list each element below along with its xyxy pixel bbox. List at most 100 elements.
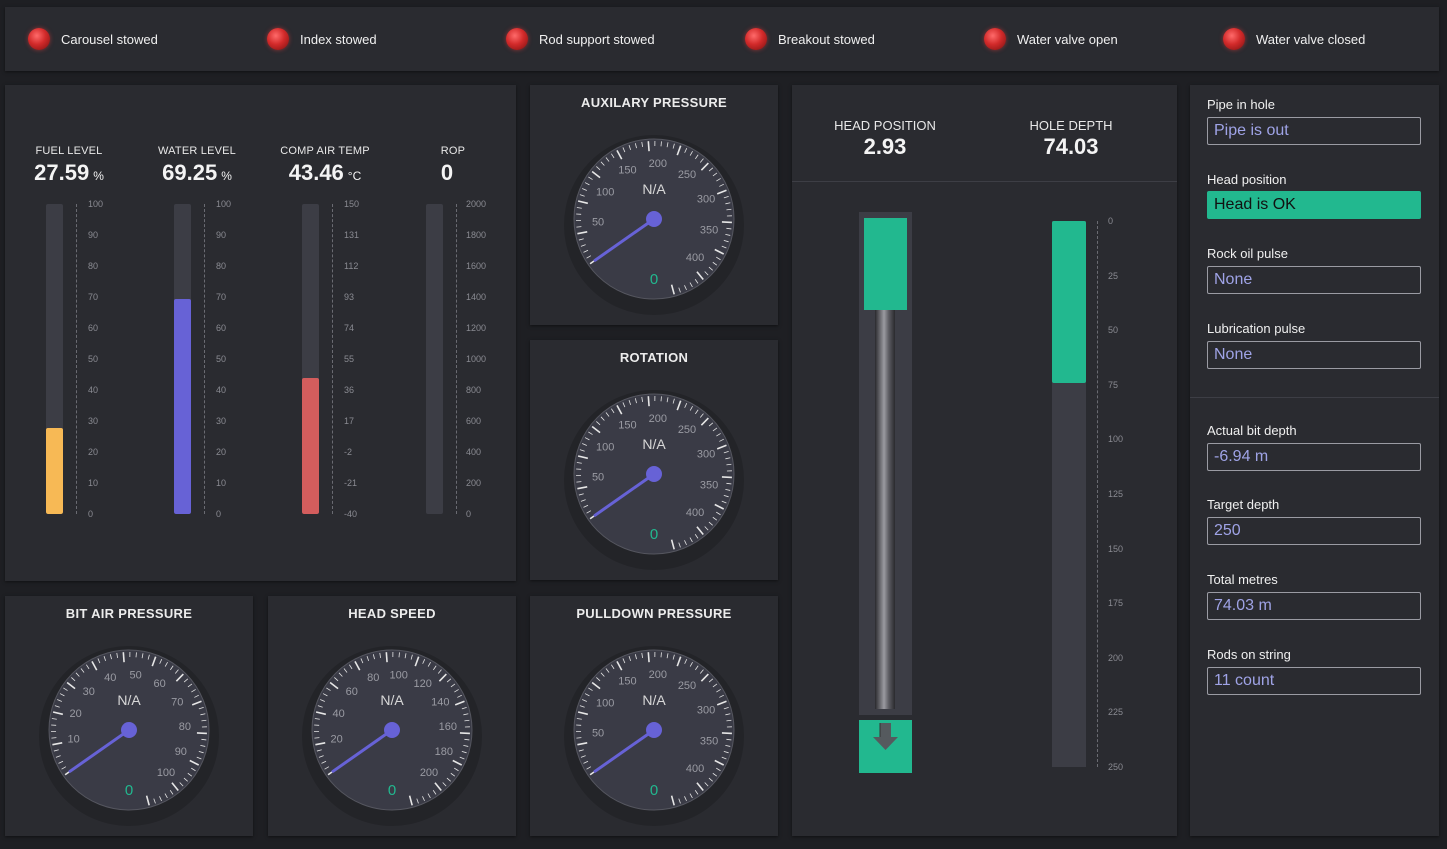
gauge-tick <box>628 144 632 150</box>
gauge-tick <box>586 766 592 770</box>
gauge-tick <box>461 707 467 710</box>
gauge-tick <box>174 669 179 674</box>
gauge-needle-hub <box>646 466 662 482</box>
tick-label: 70 <box>216 292 227 302</box>
gauge-tick <box>584 437 590 441</box>
gauge-tick <box>628 399 632 405</box>
gauge-scale-label: 140 <box>431 697 449 709</box>
status-led-icon <box>28 28 50 50</box>
gauge-tick <box>97 658 101 664</box>
gauge-tick <box>191 689 196 693</box>
gauge-tick <box>684 540 687 546</box>
gauge-tick <box>700 673 709 682</box>
gauge-scale-label: 120 <box>413 678 431 690</box>
gauge-tick <box>670 284 675 295</box>
gauge-tick <box>582 188 587 191</box>
gauge-tick <box>716 444 727 450</box>
gauge-tick <box>200 713 206 716</box>
gauge-scale-label: 50 <box>592 472 604 484</box>
gauge-tick <box>578 493 584 496</box>
gauge-scale-label: 180 <box>435 746 453 758</box>
gauge-tick <box>580 755 586 758</box>
gauge-tick <box>684 285 687 291</box>
tick-label: 1800 <box>466 230 487 240</box>
gauge-tick <box>714 248 725 255</box>
fuel-level-value: 27.59% <box>34 160 104 185</box>
gauge-tick <box>634 654 637 660</box>
tick-label: 80 <box>216 261 227 271</box>
gauge-tick <box>678 542 681 548</box>
gauge-tick <box>586 510 592 514</box>
gauge-tick <box>58 760 64 764</box>
gauge-tick <box>708 777 713 782</box>
levels-panel: FUEL LEVEL 27.59% 100 90 80 70 60 50 40 30 20 10 0… <box>5 85 516 581</box>
actual-bit-depth-field: -6.94 m <box>1207 443 1421 471</box>
gauge-tick <box>580 499 586 502</box>
gauge-scale-label: 80 <box>367 672 379 684</box>
tick-label: 70 <box>88 292 99 302</box>
rop-scale <box>456 204 459 514</box>
gauge-tick <box>628 655 632 661</box>
gauge-tick <box>678 287 681 293</box>
gauge-tick <box>422 796 425 802</box>
tick-label: -40 <box>344 509 358 519</box>
gauge-tick <box>672 654 675 660</box>
gauge-scale-label: 100 <box>596 186 614 198</box>
hole-depth-fill <box>1052 221 1086 383</box>
gauge-scale-label: 250 <box>678 169 696 181</box>
gauge-needle <box>593 728 656 773</box>
gauge-tick <box>725 202 731 205</box>
target-depth-field: 250 <box>1207 517 1421 545</box>
tick-label: 90 <box>216 230 227 240</box>
tick-label: 20 <box>216 447 227 457</box>
tick-label: 200 <box>1108 652 1124 663</box>
gauge-tick <box>151 656 157 667</box>
gauge-tick <box>605 412 610 417</box>
gauge-tick <box>583 249 589 253</box>
gauge-tick <box>201 719 207 722</box>
divider <box>1190 397 1439 398</box>
tick-label: 225 <box>1108 707 1124 718</box>
gauge-tick <box>726 719 732 722</box>
tick-label: 10 <box>88 478 99 488</box>
gauge-needle <box>593 472 656 517</box>
tick-label: 175 <box>1108 598 1124 609</box>
comp-air-temp-title: COMP AIR TEMP <box>280 145 370 157</box>
tick-label: 1000 <box>466 354 487 364</box>
gauge-tick <box>696 526 704 535</box>
gauge-scale-label: 150 <box>618 676 636 688</box>
gauge-scale-label: 80 <box>179 721 191 733</box>
tick-label: 0 <box>216 509 222 519</box>
gauge-scale-label: 30 <box>83 686 95 698</box>
water-level-title: WATER LEVEL <box>158 145 236 157</box>
tick-label: 0 <box>1108 216 1114 226</box>
comp-air-temp-value: 43.46 °C <box>288 160 362 185</box>
gauge-tick <box>314 718 320 720</box>
gauge-tick <box>689 406 693 411</box>
tick-label: 60 <box>216 323 227 333</box>
target-depth-label: Target depth <box>1207 497 1280 512</box>
gauge-tick <box>719 438 724 442</box>
gauge-tick <box>454 700 465 706</box>
gauge-tick <box>716 767 721 772</box>
gauge-tick <box>576 207 582 209</box>
gauge-tick <box>577 200 589 205</box>
gauge-value: 0 <box>388 782 396 799</box>
hole-depth-tick-labels: 0 25 50 75 100 125 150 175 200 225 250 <box>1108 216 1158 772</box>
gauge-tick <box>57 699 62 702</box>
gauge-value: 0 <box>650 271 658 288</box>
gauge-needle-hub <box>384 722 400 738</box>
gauge-scale-label: 70 <box>171 697 183 709</box>
status-led-icon <box>267 28 289 50</box>
gauge-tick <box>725 488 731 491</box>
gauge-tick <box>699 158 704 163</box>
fuel-level-bar <box>46 204 63 514</box>
gauge-scale-label: 350 <box>700 224 718 236</box>
gauge-tick <box>676 145 682 156</box>
tick-label: 50 <box>1108 325 1119 336</box>
hole-depth-track <box>1052 221 1086 767</box>
gauge-tick <box>450 683 456 688</box>
gauge-tick <box>326 687 331 691</box>
gauge-tick <box>670 539 675 550</box>
